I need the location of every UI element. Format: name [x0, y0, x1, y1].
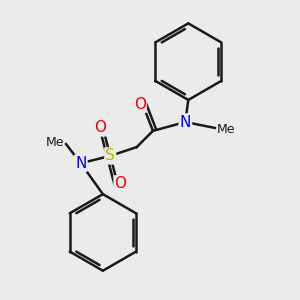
Text: S: S	[105, 148, 115, 164]
Text: Me: Me	[216, 123, 235, 136]
Text: N: N	[75, 156, 86, 171]
Text: N: N	[180, 115, 191, 130]
Text: O: O	[115, 176, 127, 191]
Text: O: O	[94, 120, 106, 135]
Text: Me: Me	[46, 136, 64, 149]
Text: O: O	[134, 97, 146, 112]
